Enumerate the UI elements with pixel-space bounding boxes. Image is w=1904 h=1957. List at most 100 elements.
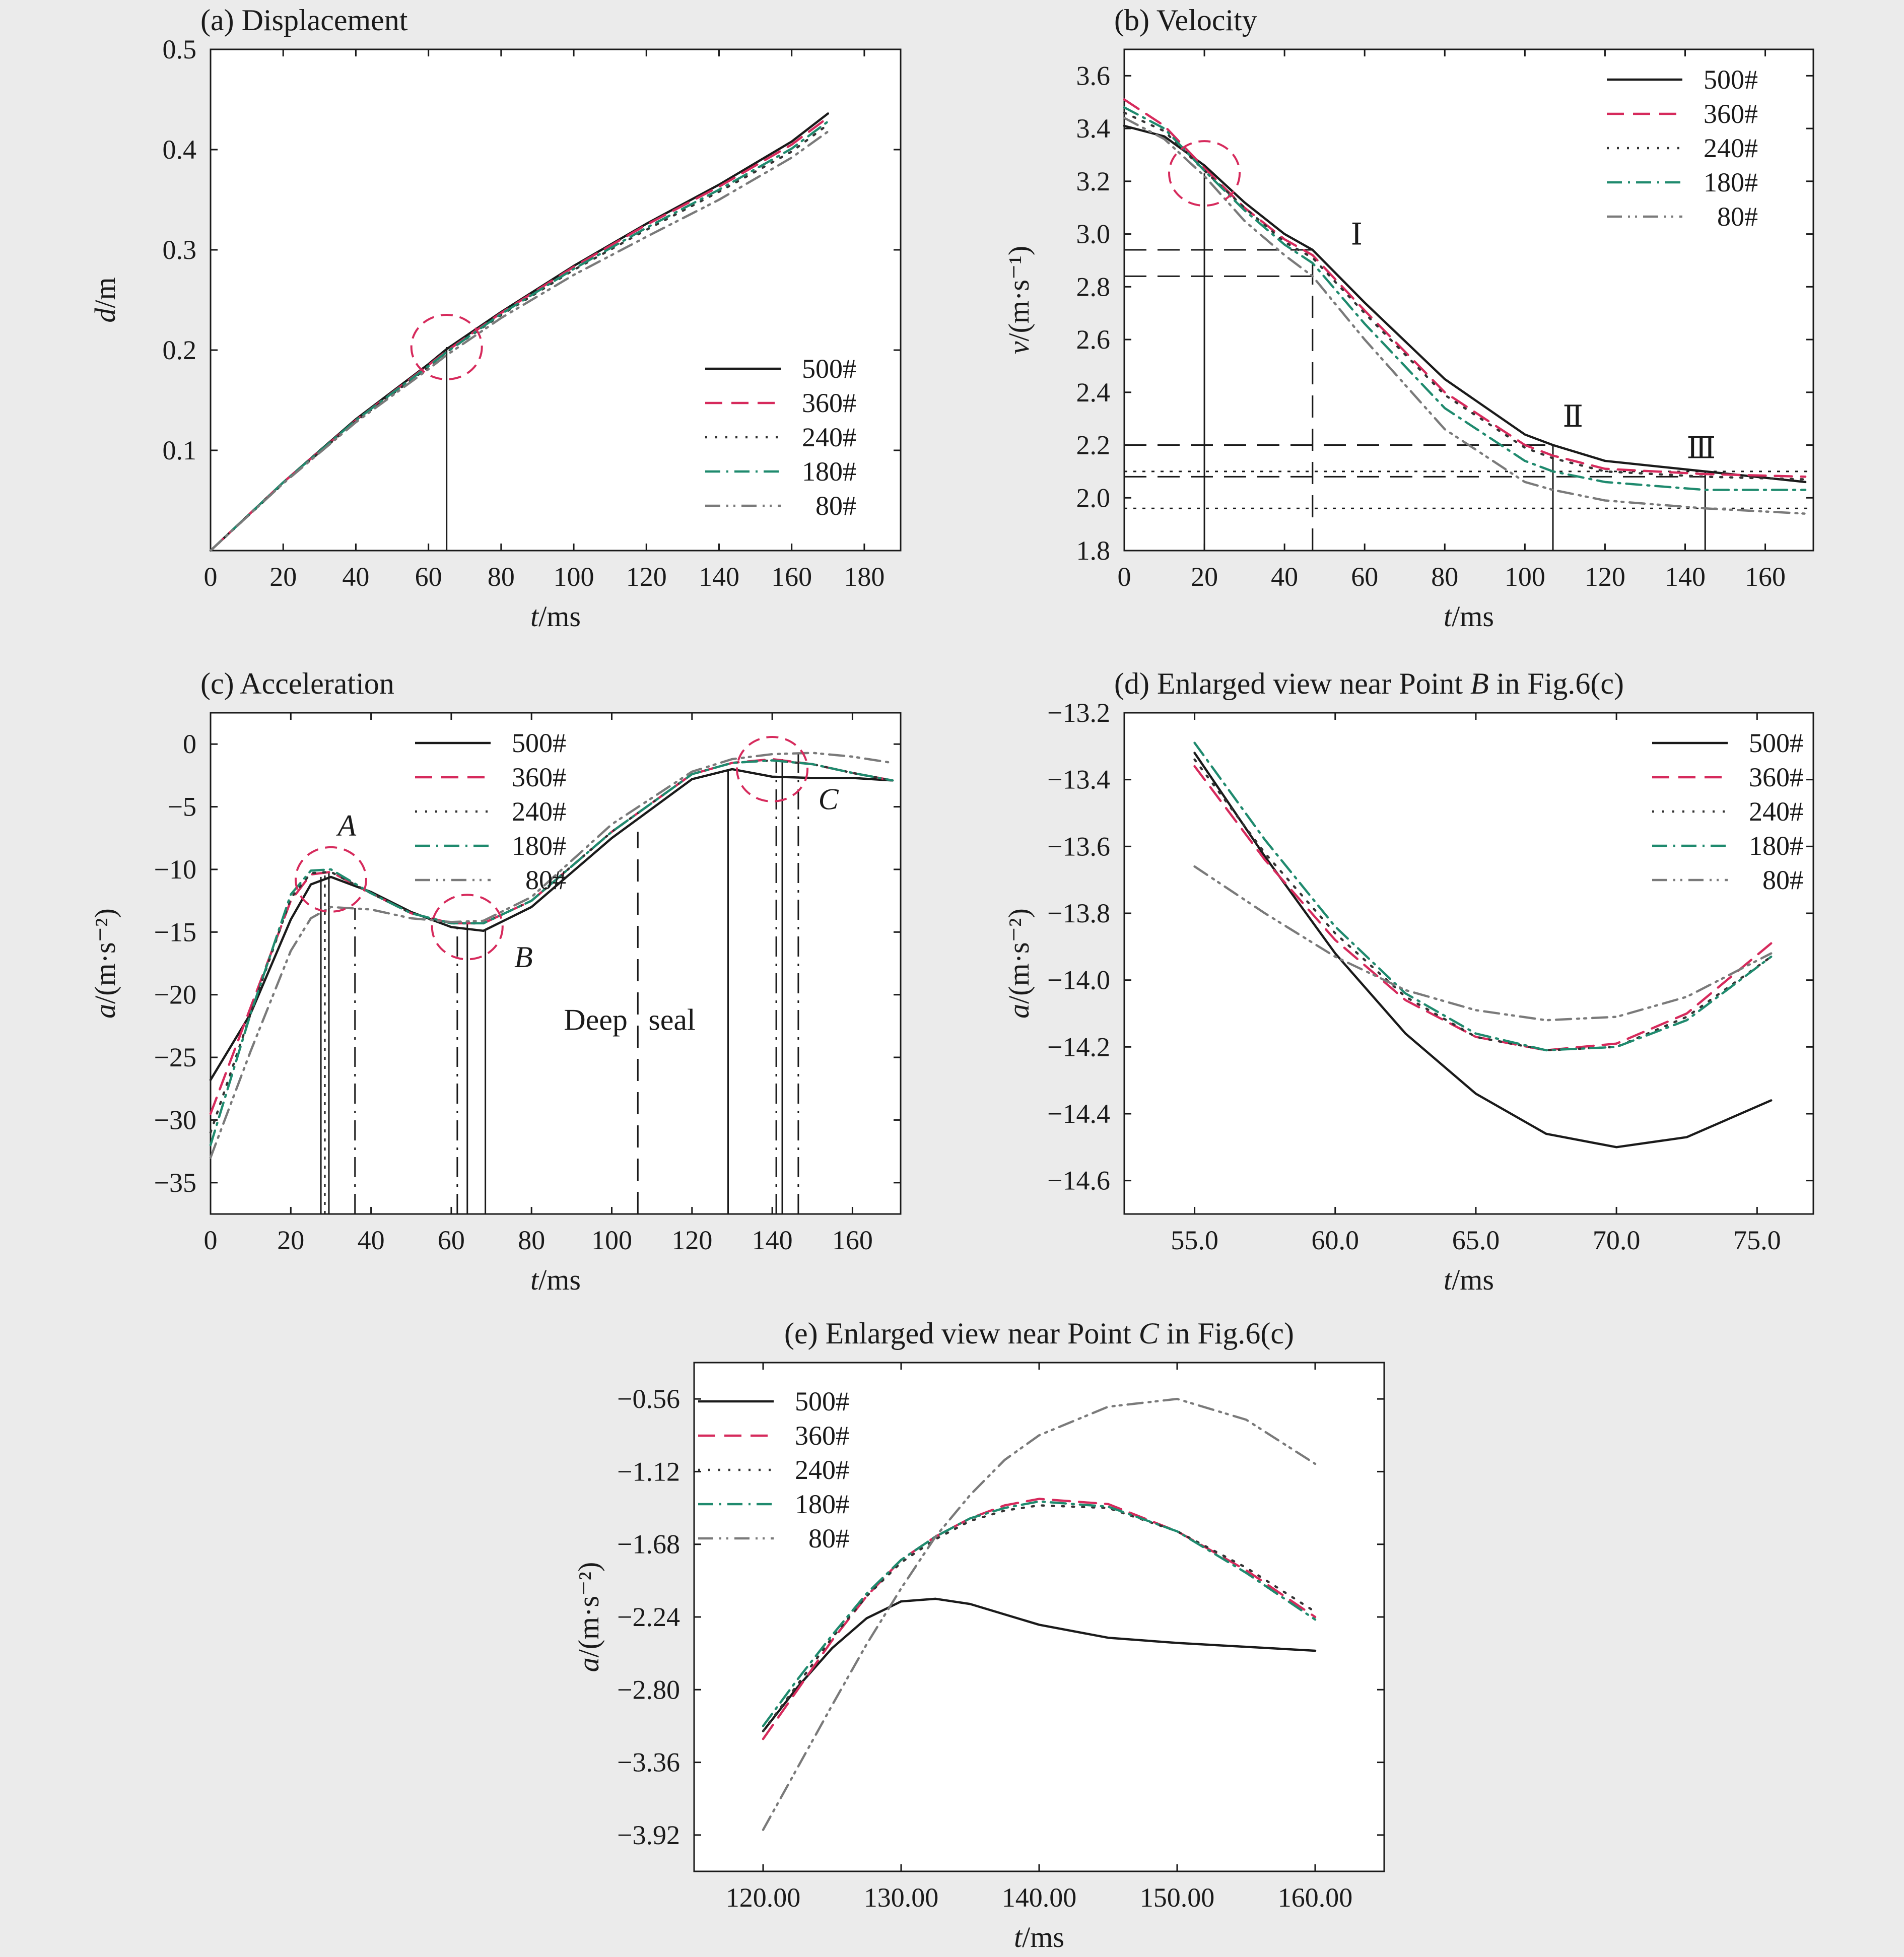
legend-label: 500# xyxy=(1749,728,1803,758)
highlight-circle xyxy=(736,735,809,802)
x-axis-label-a: t/ms xyxy=(530,600,581,633)
x-tick-label: 160.00 xyxy=(1278,1882,1353,1913)
x-tick-label: 40 xyxy=(1271,562,1298,592)
y-tick-label: −3.92 xyxy=(617,1820,680,1850)
y-tick-label: −14.0 xyxy=(1047,965,1110,995)
x-axis-label-e: t/ms xyxy=(1014,1921,1064,1953)
y-tick-label: −20 xyxy=(154,980,196,1010)
legend-label: 360# xyxy=(795,1421,849,1451)
legend-label: 80# xyxy=(815,491,856,521)
x-tick-label: 20 xyxy=(1191,562,1218,592)
x-tick-label: 75.0 xyxy=(1733,1225,1781,1255)
x-tick-label: 160 xyxy=(1745,562,1786,592)
legend-label: 80# xyxy=(525,865,566,895)
x-tick-label: 80 xyxy=(488,562,515,592)
series-line-d-80 xyxy=(1193,865,1773,1022)
series-line-a-180 xyxy=(209,120,830,552)
legend-label: 500# xyxy=(1704,64,1758,95)
series-line-a-240 xyxy=(209,123,830,552)
x-tick-label: 65.0 xyxy=(1452,1225,1500,1255)
plot-area-d xyxy=(1123,712,1814,1215)
legend-label: 240# xyxy=(802,422,856,452)
title-point: C xyxy=(1139,1317,1160,1350)
x-tick-label: 160 xyxy=(771,562,812,592)
x-axis-label-e-unit: /ms xyxy=(1022,1921,1064,1953)
x-tick-label: 140 xyxy=(752,1225,793,1255)
x-axis-label-c: t/ms xyxy=(530,1263,581,1296)
chart-title-d: (d) Enlarged view near Point B in Fig.6(… xyxy=(1114,667,1624,700)
y-tick-label: 0.1 xyxy=(163,435,197,465)
x-tick-label: 120.00 xyxy=(726,1882,801,1913)
x-tick-label: 100 xyxy=(591,1225,632,1255)
y-tick-label: 3.4 xyxy=(1076,113,1111,144)
chart-e-enlarged-c: (e) Enlarged view near Point C in Fig.6(… xyxy=(572,1317,1385,1953)
x-tick-label: 150.00 xyxy=(1140,1882,1215,1913)
y-tick-label: 2.0 xyxy=(1076,483,1111,513)
y-axis-label-b: v/(m·s⁻¹) xyxy=(1002,246,1035,355)
chart-b-velocity: (b) Velocity 0 20 40 60 80 100 120 140 160 1.8 2.0 2… xyxy=(1002,4,1814,633)
series-line-b-360 xyxy=(1123,98,1807,478)
x-tick-label: 120 xyxy=(626,562,667,592)
x-axis-label-d-unit: /ms xyxy=(1452,1263,1494,1296)
chart-title-c: (c) Acceleration xyxy=(200,667,394,700)
legend-label: 360# xyxy=(512,762,566,792)
x-tick-label: 130.00 xyxy=(864,1882,939,1913)
y-axis-label-e-unit: /(m·s⁻²) xyxy=(572,1562,605,1658)
y-tick-label: 1.8 xyxy=(1076,535,1111,566)
series-line-d-360 xyxy=(1193,765,1773,1052)
annotation-label: B xyxy=(514,940,533,974)
title-part: in Fig.6(c) xyxy=(1489,667,1624,700)
y-axis-label-b-symbol: v xyxy=(1002,341,1035,354)
legend-label: 240# xyxy=(512,796,566,827)
legend-label: 500# xyxy=(795,1386,849,1416)
legend-label: 240# xyxy=(1704,133,1758,163)
y-tick-label: −35 xyxy=(154,1168,196,1198)
y-axis-label-d-symbol: a xyxy=(1002,1004,1035,1019)
x-tick-label: 60 xyxy=(438,1225,465,1255)
legend-label: 80# xyxy=(808,1523,849,1554)
y-axis-label-c-symbol: a xyxy=(89,1004,121,1019)
x-tick-label: 120 xyxy=(671,1225,712,1255)
x-tick-label: 140.00 xyxy=(1002,1882,1077,1913)
series-line-e-180 xyxy=(762,1500,1317,1727)
series-line-e-80 xyxy=(762,1397,1317,1831)
x-tick-label: 20 xyxy=(269,562,297,592)
legend-label: 180# xyxy=(802,456,856,487)
chart-d-enlarged-b: (d) Enlarged view near Point B in Fig.6(… xyxy=(1002,667,1814,1296)
y-tick-label: 0.4 xyxy=(163,134,197,165)
title-part: (d) Enlarged view near Point xyxy=(1114,667,1470,700)
x-tick-label: 40 xyxy=(342,562,369,592)
legend-label: 80# xyxy=(1762,865,1803,895)
legend-label: 180# xyxy=(795,1489,849,1519)
y-axis-label-a-unit: /m xyxy=(89,277,121,308)
x-tick-label: 40 xyxy=(358,1225,385,1255)
annotation-label: A xyxy=(335,809,356,842)
legend-label: 360# xyxy=(1749,762,1803,792)
y-tick-label: −14.2 xyxy=(1047,1032,1110,1062)
x-axis-label-c-unit: /ms xyxy=(538,1263,581,1296)
x-axis-label-d: t/ms xyxy=(1444,1263,1494,1296)
y-tick-label: −15 xyxy=(154,917,196,947)
y-tick-label: −30 xyxy=(154,1105,196,1135)
series-line-d-180 xyxy=(1193,741,1773,1052)
series-line-b-500 xyxy=(1123,124,1807,484)
legend-label: 500# xyxy=(512,728,566,758)
y-axis-label-a: d/m xyxy=(89,277,121,322)
series-line-d-500 xyxy=(1193,752,1773,1149)
highlight-circle xyxy=(294,846,367,913)
y-tick-label: 2.2 xyxy=(1076,430,1111,460)
y-tick-label: 3.0 xyxy=(1076,219,1111,249)
chart-title-e: (e) Enlarged view near Point C in Fig.6(… xyxy=(784,1317,1294,1350)
x-axis-label-e-symbol: t xyxy=(1014,1921,1023,1953)
series-line-d-240 xyxy=(1193,758,1773,1052)
y-axis-label-d: a/(m·s⁻²) xyxy=(1002,908,1035,1019)
x-tick-label: 60 xyxy=(1351,562,1378,592)
y-tick-label: 3.6 xyxy=(1076,60,1111,91)
legend-label: 180# xyxy=(1749,831,1803,861)
y-tick-label: 0.5 xyxy=(163,34,197,64)
legend-label: 180# xyxy=(1704,167,1758,197)
y-axis-label-e-symbol: a xyxy=(572,1657,605,1672)
highlight-circle xyxy=(1168,140,1241,207)
